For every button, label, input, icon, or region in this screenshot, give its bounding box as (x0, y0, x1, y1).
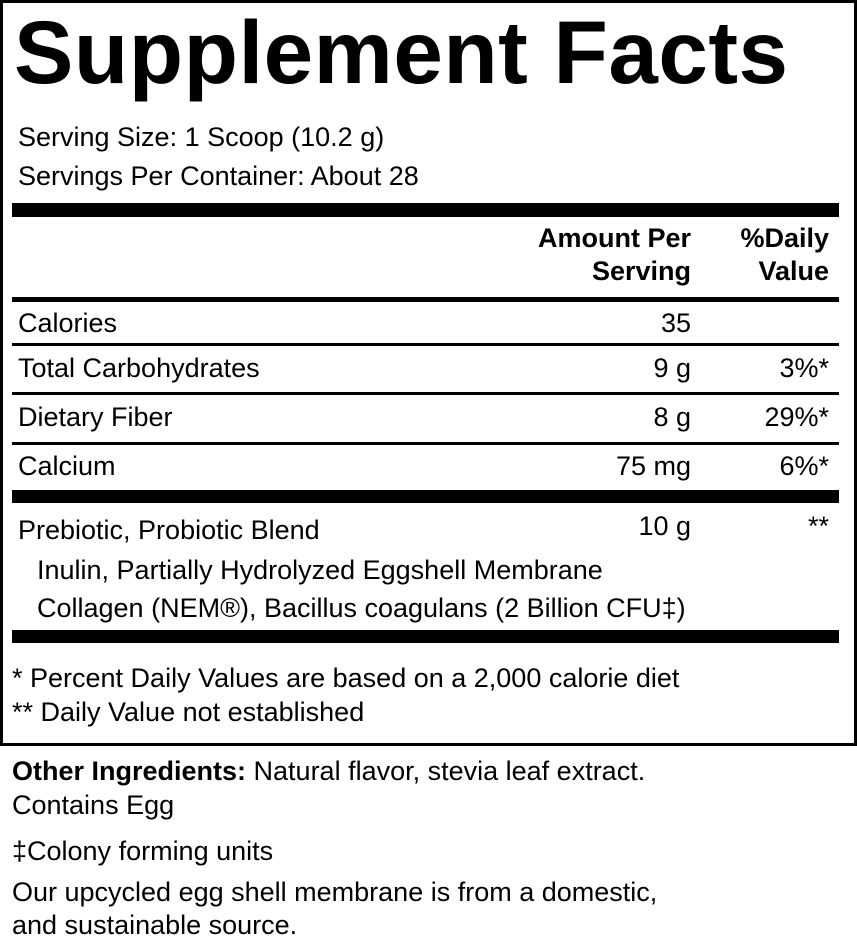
nutrient-amount: 75 mg (615, 451, 691, 481)
panel-title: Supplement Facts (14, 2, 789, 102)
thick-divider (12, 630, 839, 643)
amount-header-line1: Amount Per (537, 223, 691, 253)
nutrient-name: Dietary Fiber (18, 402, 173, 432)
allergen-statement: Contains Egg (12, 790, 175, 820)
blend-name: Prebiotic, Probiotic Blend (18, 515, 320, 545)
source-note-line2: and sustainable source. (12, 910, 298, 940)
nutrient-name: Calcium (18, 451, 116, 481)
amount-header-line2: Serving (591, 256, 691, 286)
footnote-dv-not-established: ** Daily Value not established (12, 697, 365, 727)
thin-divider (12, 392, 839, 395)
thick-divider (12, 490, 839, 503)
dv-header-line1: %Daily (740, 223, 829, 253)
blend-amount: 10 g (638, 511, 691, 541)
medium-divider (12, 297, 839, 302)
footnote-percent-dv: * Percent Daily Values are based on a 2,… (12, 663, 680, 693)
source-note-line1: Our upcycled egg shell membrane is from … (12, 877, 658, 907)
blend-ingredients-line2: Collagen (NEM®), Bacillus coagulans (2 B… (37, 593, 686, 623)
other-ingredients: Other Ingredients: Natural flavor, stevi… (12, 756, 645, 786)
blend-ingredients-line1: Inulin, Partially Hydrolyzed Eggshell Me… (37, 555, 603, 585)
thin-divider (12, 442, 839, 445)
cfu-note: ‡Colony forming units (12, 836, 274, 866)
nutrient-name: Total Carbohydrates (18, 353, 260, 383)
dv-header-line2: Value (758, 256, 829, 286)
serving-size: Serving Size: 1 Scoop (10.2 g) (18, 122, 385, 152)
other-ingredients-text: Natural flavor, stevia leaf extract. (246, 756, 646, 786)
other-ingredients-label: Other Ingredients: (12, 756, 247, 786)
servings-per-container: Servings Per Container: About 28 (18, 161, 419, 191)
blend-dv: ** (807, 511, 829, 541)
nutrient-amount: 9 g (653, 353, 691, 383)
nutrient-dv: 6%* (779, 451, 829, 481)
supplement-facts-panel (0, 0, 857, 746)
thick-divider (12, 203, 839, 217)
nutrient-dv: 29%* (764, 402, 829, 432)
nutrient-dv: 3%* (779, 353, 829, 383)
thin-divider (12, 343, 839, 346)
nutrient-name: Calories (18, 308, 118, 338)
nutrient-amount: 35 (660, 308, 691, 338)
nutrient-amount: 8 g (653, 402, 691, 432)
